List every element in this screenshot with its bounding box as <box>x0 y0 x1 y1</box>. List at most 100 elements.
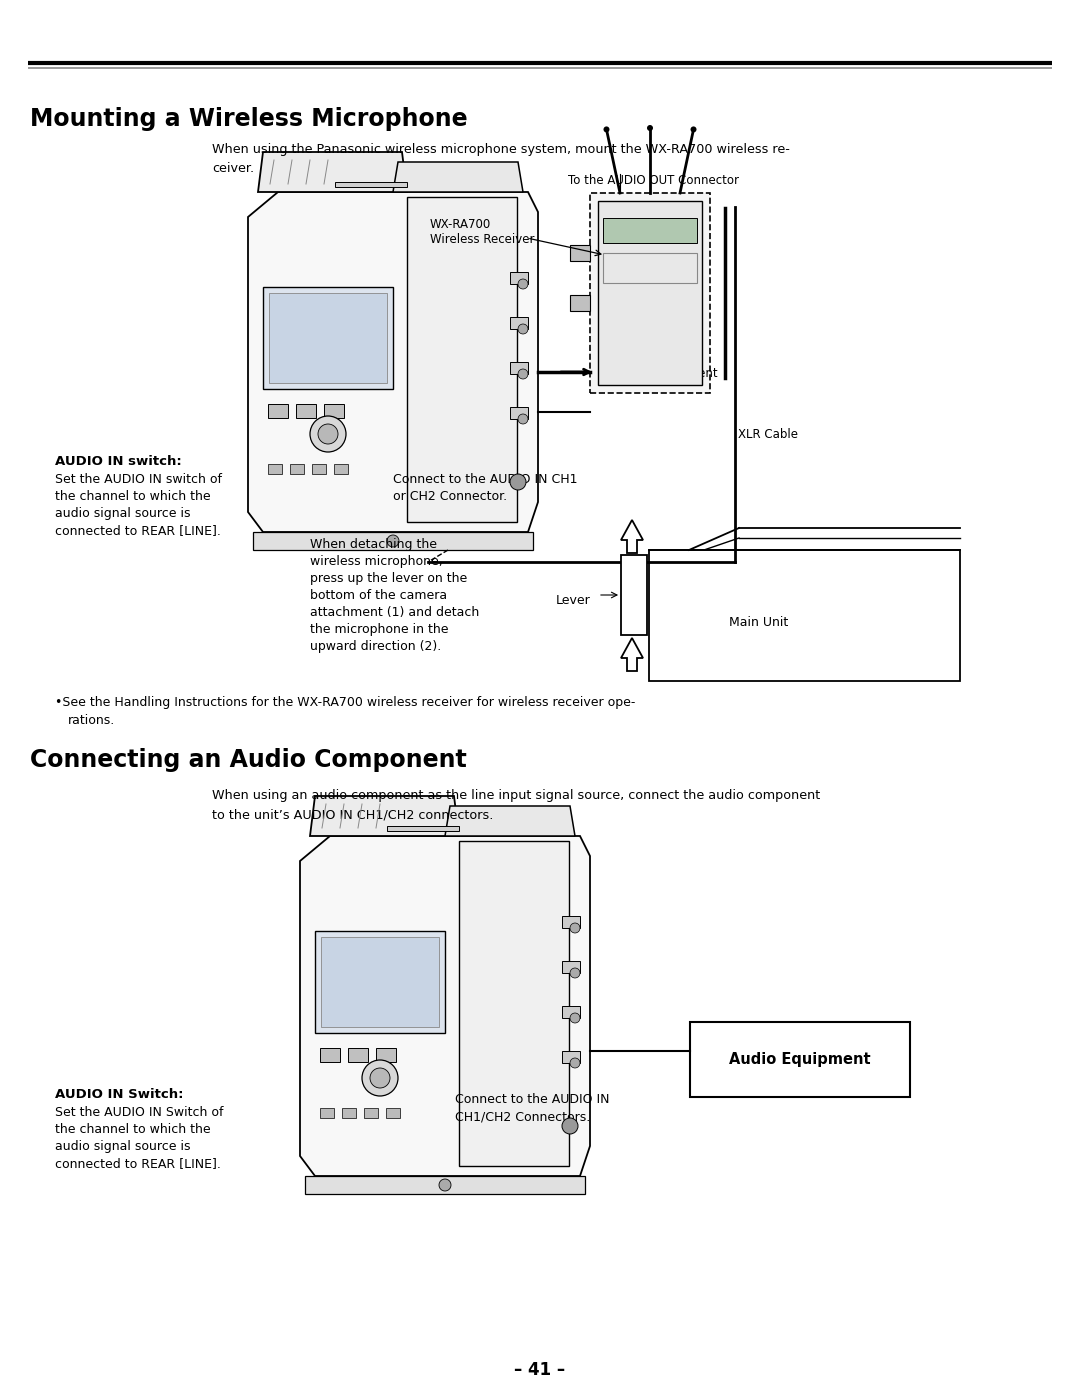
Text: When detaching the: When detaching the <box>310 538 437 550</box>
Bar <box>621 555 647 636</box>
Bar <box>562 1051 580 1063</box>
Circle shape <box>562 1118 578 1134</box>
Text: Main Unit: Main Unit <box>729 616 788 630</box>
Polygon shape <box>253 532 534 550</box>
Circle shape <box>510 474 526 490</box>
Bar <box>342 1108 356 1118</box>
Bar <box>348 1048 368 1062</box>
Text: Wireless Receiver: Wireless Receiver <box>430 233 535 246</box>
Text: the channel to which the: the channel to which the <box>55 490 211 503</box>
Text: attachment (1) and detach: attachment (1) and detach <box>310 606 480 619</box>
Text: AUDIO IN switch:: AUDIO IN switch: <box>55 455 181 468</box>
Text: •See the Handling Instructions for the WX-RA700 wireless receiver for wireless r: •See the Handling Instructions for the W… <box>55 696 635 710</box>
Text: When using an audio component as the line input signal source, connect the audio: When using an audio component as the lin… <box>212 789 820 802</box>
Polygon shape <box>310 796 459 835</box>
Circle shape <box>387 535 399 548</box>
Circle shape <box>370 1067 390 1088</box>
Text: to the unit’s AUDIO IN CH1/CH2 connectors.: to the unit’s AUDIO IN CH1/CH2 connector… <box>212 807 494 821</box>
Circle shape <box>604 126 609 133</box>
Polygon shape <box>407 197 517 522</box>
Bar <box>562 961 580 972</box>
Bar <box>335 182 407 187</box>
Polygon shape <box>393 162 523 191</box>
Circle shape <box>518 414 528 425</box>
Bar <box>510 272 528 284</box>
Circle shape <box>518 279 528 289</box>
Bar <box>510 362 528 374</box>
Bar <box>690 1023 910 1097</box>
Bar <box>562 916 580 928</box>
Text: XLR Cable: XLR Cable <box>738 427 798 441</box>
Bar <box>264 286 393 388</box>
Text: Lever: Lever <box>556 594 591 606</box>
Circle shape <box>310 416 346 453</box>
Bar <box>387 826 459 831</box>
Text: connected to REAR [LINE].: connected to REAR [LINE]. <box>55 524 221 536</box>
Polygon shape <box>258 152 407 191</box>
Text: Set the AUDIO IN Switch of: Set the AUDIO IN Switch of <box>55 1106 224 1119</box>
Bar <box>510 407 528 419</box>
Text: Camera Attachment: Camera Attachment <box>598 367 717 380</box>
Bar <box>570 295 590 312</box>
Text: audio signal source is: audio signal source is <box>55 507 190 520</box>
Text: or CH2 Connector.: or CH2 Connector. <box>393 490 508 503</box>
Circle shape <box>518 324 528 334</box>
Polygon shape <box>300 835 590 1176</box>
Circle shape <box>570 1013 580 1023</box>
Circle shape <box>647 124 653 131</box>
Bar <box>598 201 702 386</box>
Circle shape <box>570 1058 580 1067</box>
Text: connected to REAR [LINE].: connected to REAR [LINE]. <box>55 1157 221 1171</box>
Polygon shape <box>459 841 569 1166</box>
Bar <box>364 1108 378 1118</box>
Bar <box>268 404 288 418</box>
Text: Audio Equipment: Audio Equipment <box>729 1052 870 1067</box>
Text: Connect to the AUDIO IN CH1: Connect to the AUDIO IN CH1 <box>393 474 578 486</box>
Bar <box>603 253 697 284</box>
Text: WX-R980: WX-R980 <box>598 352 651 365</box>
Bar <box>334 464 348 474</box>
Text: audio signal source is: audio signal source is <box>55 1140 190 1153</box>
Bar <box>320 1048 340 1062</box>
Bar <box>312 464 326 474</box>
Text: CH1/CH2 Connectors.: CH1/CH2 Connectors. <box>455 1111 591 1123</box>
Circle shape <box>318 425 338 444</box>
Text: press up the lever on the: press up the lever on the <box>310 571 468 585</box>
Circle shape <box>438 1179 451 1192</box>
Circle shape <box>362 1060 399 1097</box>
Polygon shape <box>305 1176 585 1194</box>
Bar <box>590 193 710 393</box>
Bar <box>386 1108 400 1118</box>
Text: Mounting a Wireless Microphone: Mounting a Wireless Microphone <box>30 108 468 131</box>
Bar <box>321 937 438 1027</box>
Text: the microphone in the: the microphone in the <box>310 623 448 636</box>
Bar <box>570 244 590 261</box>
Text: upward direction (2).: upward direction (2). <box>310 640 442 652</box>
Bar <box>320 1108 334 1118</box>
Bar <box>315 930 445 1032</box>
Bar <box>562 1006 580 1018</box>
Text: wireless microphone,: wireless microphone, <box>310 555 443 569</box>
Text: WX-RA700: WX-RA700 <box>430 218 491 231</box>
Text: To the AUDIO OUT Connector: To the AUDIO OUT Connector <box>568 175 739 187</box>
Circle shape <box>690 126 697 133</box>
Bar <box>296 404 316 418</box>
Bar <box>510 317 528 330</box>
Bar <box>324 404 345 418</box>
Polygon shape <box>248 191 538 532</box>
Text: Connecting an Audio Component: Connecting an Audio Component <box>30 747 467 773</box>
Circle shape <box>570 923 580 933</box>
Circle shape <box>570 968 580 978</box>
Text: When using the Panasonic wireless microphone system, mount the WX-RA700 wireless: When using the Panasonic wireless microp… <box>212 142 789 156</box>
Bar <box>291 464 303 474</box>
Bar <box>649 550 960 680</box>
Circle shape <box>518 369 528 379</box>
Bar <box>603 218 697 243</box>
Polygon shape <box>445 806 575 835</box>
Bar <box>268 464 282 474</box>
Text: Connect to the AUDIO IN: Connect to the AUDIO IN <box>455 1092 609 1106</box>
Text: bottom of the camera: bottom of the camera <box>310 590 447 602</box>
Bar <box>269 293 387 383</box>
Text: – 41 –: – 41 – <box>514 1361 566 1379</box>
Text: ceiver.: ceiver. <box>212 162 254 175</box>
